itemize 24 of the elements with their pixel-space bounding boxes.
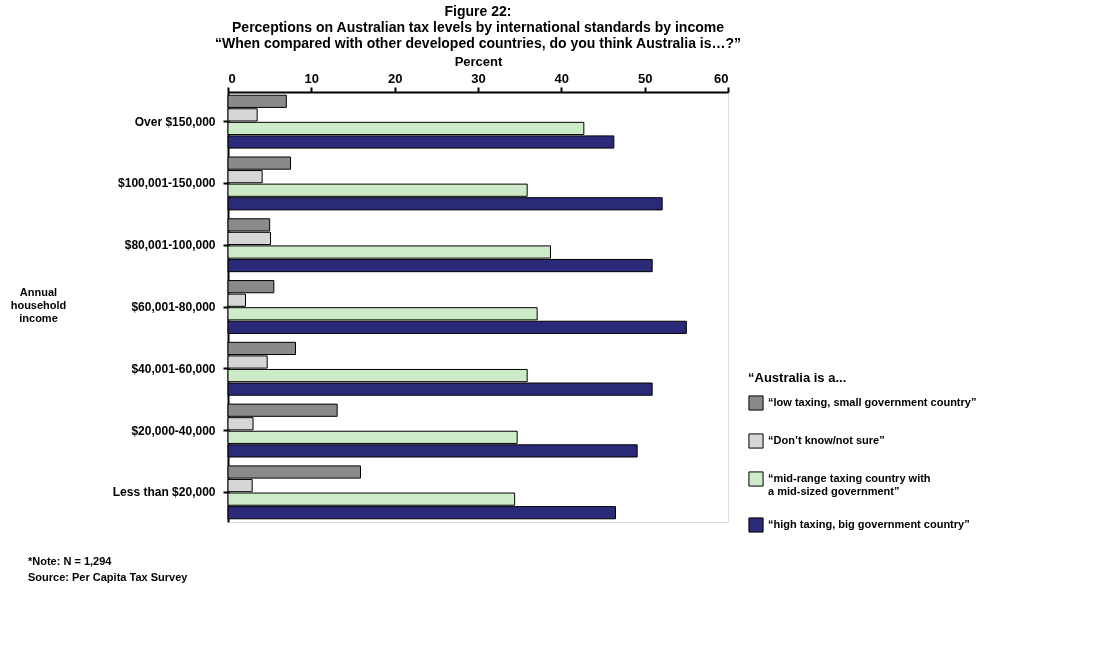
x-tick-label: 30 [471, 70, 486, 86]
x-tick-label: 0 [228, 70, 236, 86]
y-tick-label: Less than $20,000 [112, 485, 216, 500]
x-tick-label: 20 [387, 70, 403, 86]
y-tick-label: $60,001-80,000 [131, 300, 216, 314]
y-axis-title: Annual household income [10, 285, 67, 324]
x-tick-label: 40 [554, 70, 570, 86]
legend-title: “Australia is a... [748, 370, 847, 385]
x-axis-title: Percent [454, 53, 504, 69]
x-tick-label: 10 [304, 70, 320, 86]
y-tick-label: $20,000-40,000 [131, 423, 216, 438]
x-tick-label: 60 [714, 70, 729, 86]
legend-label: “mid-range taxing country with a mid-sized government” [768, 472, 931, 497]
source-note: Source: Per Capita Tax Survey [28, 571, 189, 583]
text: *Note: N = 1,294 [28, 555, 113, 567]
legend-label: “low taxing, small government country” [768, 396, 977, 408]
legend-label: “Don’t know/not sure” [768, 434, 885, 446]
legend-label: “high taxing, big government country” [768, 518, 970, 530]
y-tick-label: Over $150,000 [134, 114, 216, 129]
x-tick-label: 50 [637, 70, 653, 86]
chart-title: Figure 22: Perceptions on Australian tax levels by international standards by income “When compared with other developed countries, do you think Australia is…?” [214, 3, 742, 51]
y-tick-label: $80,001-100,000 [124, 238, 216, 253]
y-tick-label: $100,001-150,000 [118, 176, 216, 191]
y-tick-label: $40,001-60,000 [131, 361, 216, 376]
